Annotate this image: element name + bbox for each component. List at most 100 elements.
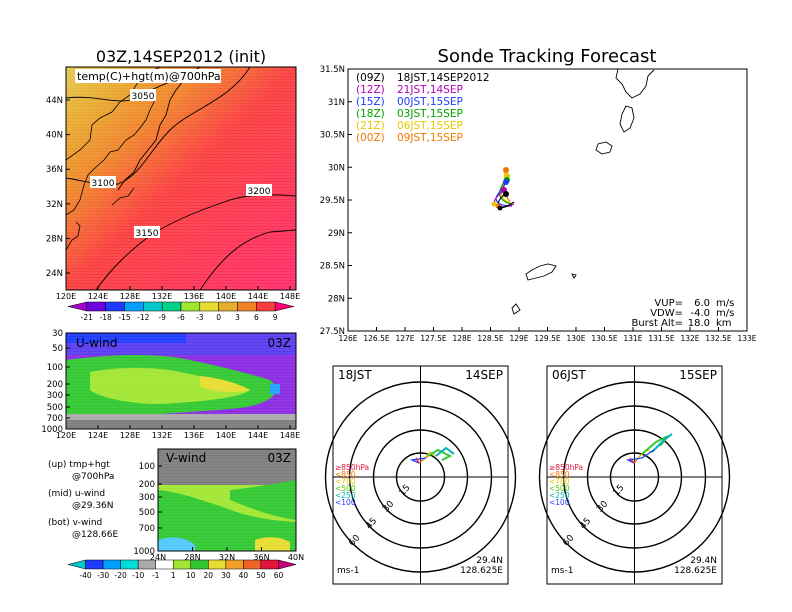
hodograph-legend-item: <500 — [335, 484, 356, 493]
hodograph-lon: 128.625E — [460, 566, 503, 576]
wind-colorbar: -40 -30 -20 -10 -1 1 10 20 30 40 50 60 — [67, 559, 297, 580]
temp-colorbar-label: 3 — [235, 313, 240, 322]
hodograph-legend-item: ≥850hPa — [335, 463, 369, 472]
param-value: -4.0 — [690, 308, 710, 319]
tracking-title: Sonde Tracking Forecast — [438, 46, 657, 67]
v-wind-label: V-wind — [166, 451, 206, 465]
hodograph-jst: 06JST — [552, 368, 586, 382]
u-wind-time: 03Z — [268, 336, 292, 350]
u-pressure-label: 1000 — [41, 425, 63, 435]
wind-colorbar-swatch — [172, 559, 192, 570]
temp-colorbar-label: -6 — [177, 313, 185, 322]
hodograph-date: 15SEP — [679, 368, 717, 382]
track-lon-label: 126E — [338, 334, 357, 343]
contour-label-3100: 3100 — [92, 179, 115, 189]
map-lon-label: 144E — [248, 292, 268, 301]
map-lon-label: 148E — [280, 292, 300, 301]
legend-code: (09Z) — [356, 72, 385, 84]
temp-colorbar-label: -18 — [100, 313, 112, 322]
note-detail: @128.66E — [72, 530, 118, 540]
wind-colorbar-swatch — [137, 559, 156, 570]
left-panel-title: 03Z,14SEP2012 (init) — [96, 47, 266, 66]
hodograph-legend-item: <850 — [335, 470, 356, 479]
track-lat-label: 29N — [328, 229, 345, 239]
hodograph-18jst: 18JST 14SEP1530456029.4N128.625Ems-1≥850h… — [324, 365, 517, 585]
hodograph-legend-item: <250 — [335, 491, 356, 500]
note-position: (mid) u-wind — [48, 489, 105, 499]
temp-colorbar-label: 0 — [216, 313, 221, 322]
temperature-colorbar: -21 -18 -15 -12 -9 -6 -3 0 3 6 9 — [67, 301, 295, 322]
track-lat-label: 30N — [328, 163, 345, 173]
wind-colorbar-swatch — [102, 559, 121, 570]
hodograph-jst: 18JST — [338, 368, 372, 382]
param-unit: km — [716, 318, 732, 329]
map-lat-label: 44N — [46, 96, 63, 106]
wind-colorbar-swatch — [260, 559, 279, 570]
contour-label-3200: 3200 — [248, 187, 271, 197]
temp-colorbar-swatch — [199, 301, 219, 312]
v-lat-label: 32N — [219, 553, 235, 562]
hodograph-06jst: 06JST 15SEP1530456029.4N128.625Ems-1≥850h… — [538, 365, 731, 585]
wind-colorbar-label: 30 — [221, 571, 231, 580]
v-pressure-label: 100 — [139, 462, 155, 472]
param-unit: m/s — [716, 308, 734, 319]
param-label: VDW= — [650, 308, 683, 319]
hodograph-trace — [423, 451, 437, 460]
tracking-lon-axis: 126E 126.5E 127E 127.5E 128E 128.5E 129E 129.5E… — [338, 327, 757, 343]
map-lon-label: 136E — [184, 292, 204, 301]
hodograph-lon: 128.625E — [674, 566, 717, 576]
wind-colorbar-label: 10 — [186, 571, 196, 580]
map-lat-label: 32N — [46, 200, 63, 210]
map-lat-label: 36N — [46, 165, 63, 175]
v-lat-label: 28N — [184, 553, 200, 562]
temp-colorbar-swatch — [124, 301, 144, 312]
map-lon-axis: 120E 124E 128E 132E 136E 140E 144E 148E — [56, 286, 300, 301]
track-lon-label: 130E — [566, 334, 585, 343]
temp-colorbar-swatch — [218, 301, 238, 312]
temp-colorbar-swatch — [105, 301, 125, 312]
temp-colorbar-swatch — [86, 301, 106, 312]
tracking-legend: (09Z) 18JST,14SEP2012 (12Z) 21JST,14SEP (15Z… — [356, 72, 490, 144]
hodograph-date: 14SEP — [465, 368, 503, 382]
u-lon-label: 148E — [280, 431, 300, 440]
hodograph-lat: 29.4N — [476, 556, 503, 566]
hodograph-legend-item: <100 — [335, 498, 356, 507]
track-lat-label: 31.5N — [320, 65, 345, 75]
sonde-track-points — [491, 167, 510, 211]
track-lat-label: 31N — [328, 98, 345, 108]
temp-colorbar-label: 6 — [254, 313, 259, 322]
hodograph-legend-item: <700 — [335, 477, 356, 486]
wind-colorbar-swatch — [85, 559, 104, 570]
hodograph-trace — [415, 457, 420, 464]
u-lon-label: 132E — [152, 431, 172, 440]
track-lat-label: 30.5N — [320, 131, 345, 141]
track-lon-label: 130.5E — [591, 334, 617, 343]
tracking-map-frame — [347, 68, 748, 332]
hodograph-unit: ms-1 — [337, 566, 359, 576]
track-lon-label: 128.5E — [477, 334, 503, 343]
track-lat-label: 28N — [328, 294, 345, 304]
legend-code: (18Z) — [356, 108, 385, 120]
v-pressure-label: 300 — [139, 493, 155, 503]
temp-colorbar-swatch — [274, 301, 295, 312]
track-lon-label: 132E — [680, 334, 699, 343]
u-lon-label: 124E — [88, 431, 108, 440]
u-pressure-label: 500 — [47, 403, 63, 413]
wind-colorbar-label: 1 — [171, 571, 176, 580]
v-lat-label: 24N — [150, 553, 166, 562]
wind-colorbar-label: 60 — [274, 571, 284, 580]
track-lon-label: 127.5E — [420, 334, 446, 343]
track-lon-label: 131.5E — [648, 334, 674, 343]
wind-colorbar-label: -20 — [114, 571, 126, 580]
temp-colorbar-label: 9 — [273, 313, 278, 322]
panel-notes: (up) tmp+hgt @700hPa (mid) u-wind @29.36N (b… — [48, 460, 118, 540]
v-pressure-label: 200 — [139, 480, 155, 490]
wind-colorbar-swatch — [190, 559, 209, 570]
map-lon-label: 140E — [216, 292, 236, 301]
wind-colorbar-swatch — [278, 559, 297, 570]
legend-time: 06JST,15SEP — [397, 120, 463, 132]
param-value: 18.0 — [688, 318, 710, 329]
param-value: 6.0 — [694, 298, 710, 309]
legend-time: 21JST,14SEP — [397, 84, 463, 96]
